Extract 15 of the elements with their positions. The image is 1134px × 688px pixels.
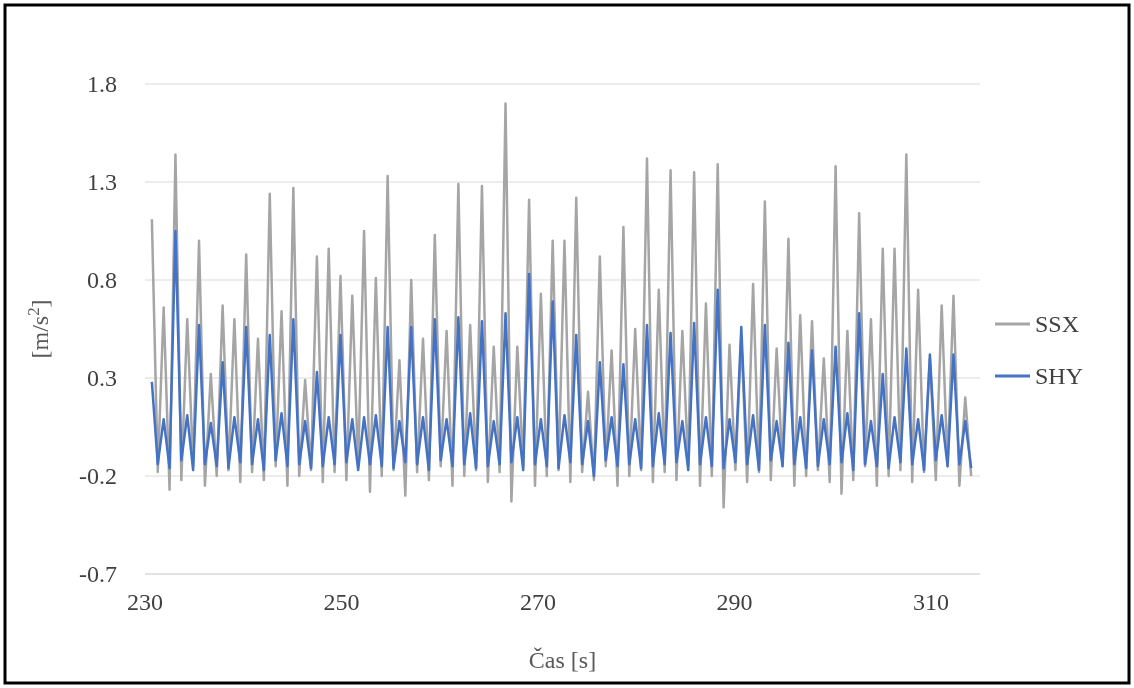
y-tick-label: 1.8 bbox=[87, 71, 117, 98]
y-tick-label: -0.2 bbox=[79, 463, 117, 490]
legend-label: SHY bbox=[1035, 363, 1084, 390]
y-tick-label: 0.8 bbox=[87, 267, 117, 294]
x-tick-label: 270 bbox=[519, 589, 556, 615]
x-tick-label: 310 bbox=[912, 589, 949, 615]
legend-label: SSX bbox=[1035, 311, 1080, 338]
x-tick-label: 250 bbox=[323, 589, 360, 615]
x-axis-title: Čas [s] bbox=[528, 647, 597, 673]
y-tick-label: 1.3 bbox=[87, 169, 117, 196]
y-tick-label: 0.3 bbox=[87, 365, 117, 392]
y-tick-label: -0.7 bbox=[79, 561, 117, 588]
line-series bbox=[150, 229, 973, 478]
x-tick-label: 230 bbox=[127, 589, 163, 615]
x-tick-label: 290 bbox=[716, 589, 753, 615]
